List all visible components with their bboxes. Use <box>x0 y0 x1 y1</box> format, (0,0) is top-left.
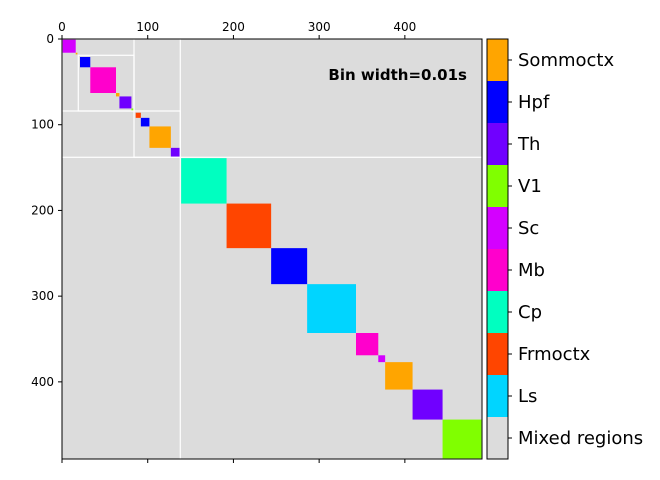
legend-swatch-sc <box>487 207 508 249</box>
block-frmoctx-7 <box>135 112 141 118</box>
plot-area <box>62 39 482 459</box>
legend-swatch-th <box>487 123 508 165</box>
x-tick-label-100: 100 <box>136 20 159 34</box>
legend-frame <box>486 38 509 460</box>
block-hpf-8 <box>140 117 150 127</box>
block-cp-11 <box>181 158 227 204</box>
legend-swatch-ls <box>487 375 508 417</box>
block-sommoctx-17 <box>385 362 413 390</box>
legend-swatch-hpf <box>487 81 508 123</box>
legend-label-sommoctx: Sommoctx <box>518 50 614 71</box>
y-tick-label-0: 0 <box>46 32 54 46</box>
legend-swatch-v1 <box>487 165 508 207</box>
block-frmoctx-12 <box>226 203 272 249</box>
block-sc-16 <box>378 355 386 363</box>
x-tick-label-0: 0 <box>58 20 66 34</box>
block-sommoctx-1 <box>75 52 78 55</box>
block-hpf-13 <box>271 248 308 285</box>
block-sommoctx-4 <box>116 93 120 97</box>
region-colorbar-legend: Sommoctx Hpf Th V1 Sc Mb Cp Frmoctx Ls Mixed regi… <box>486 38 643 460</box>
block-th-10 <box>170 147 181 158</box>
legend-label-mb: Mb <box>518 260 545 281</box>
block-ls-14 <box>307 284 356 333</box>
y-tick-label-100: 100 <box>31 118 54 132</box>
legend-swatch-cp <box>487 291 508 333</box>
x-tick-label-200: 200 <box>222 20 245 34</box>
block-th-5 <box>119 96 132 109</box>
legend-label-mixed-regions: Mixed regions <box>518 428 643 449</box>
block-sommoctx-9 <box>149 126 171 148</box>
legend-swatch-mb <box>487 249 508 291</box>
block-sc-0 <box>62 39 76 53</box>
legend-label-v1: V1 <box>518 176 542 197</box>
plot-frame <box>61 38 483 460</box>
y-axis: 0 100 200 300 400 <box>31 32 62 389</box>
bin-width-annotation: Bin width=0.01s <box>328 66 467 84</box>
cluster-outline-1 <box>77 54 135 112</box>
y-tick-label-300: 300 <box>31 289 54 303</box>
x-tick-label-300: 300 <box>308 20 331 34</box>
block-th-18 <box>412 389 443 420</box>
x-axis: 0 100 200 300 400 <box>58 20 416 463</box>
block-mb-15 <box>356 333 379 356</box>
legend-label-hpf: Hpf <box>518 92 550 113</box>
y-tick-label-200: 200 <box>31 203 54 217</box>
legend-label-sc: Sc <box>518 218 539 239</box>
legend-swatch-frmoctx <box>487 333 508 375</box>
y-tick-label-400: 400 <box>31 375 54 389</box>
legend-label-cp: Cp <box>518 302 542 323</box>
block-v1-6 <box>131 108 134 111</box>
legend-swatch-mixed-regions <box>487 417 508 459</box>
legend-label-frmoctx: Frmoctx <box>518 344 591 365</box>
legend-swatch-sommoctx <box>487 39 508 81</box>
block-v1-19 <box>442 419 482 459</box>
block-hpf-2 <box>80 57 91 68</box>
x-tick-label-400: 400 <box>393 20 416 34</box>
block-mb-3 <box>90 67 116 93</box>
legend-label-ls: Ls <box>518 386 537 407</box>
legend-label-th: Th <box>517 134 540 155</box>
